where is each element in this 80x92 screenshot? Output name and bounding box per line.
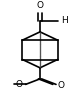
- Text: O: O: [36, 1, 44, 10]
- Text: H: H: [61, 16, 68, 25]
- Text: O: O: [15, 80, 22, 89]
- Text: O: O: [58, 81, 65, 90]
